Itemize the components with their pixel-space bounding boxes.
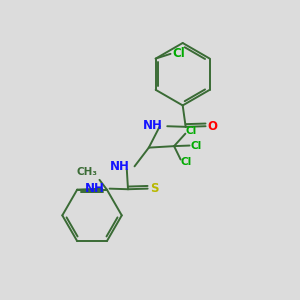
- Text: CH₃: CH₃: [76, 167, 98, 177]
- Text: NH: NH: [143, 119, 163, 132]
- Text: O: O: [208, 120, 218, 133]
- Text: Cl: Cl: [190, 140, 201, 151]
- Text: Cl: Cl: [172, 47, 185, 60]
- Text: NH: NH: [85, 182, 105, 194]
- Text: NH: NH: [110, 160, 130, 173]
- Text: Cl: Cl: [181, 158, 192, 167]
- Text: Cl: Cl: [186, 126, 197, 136]
- Text: S: S: [150, 182, 158, 195]
